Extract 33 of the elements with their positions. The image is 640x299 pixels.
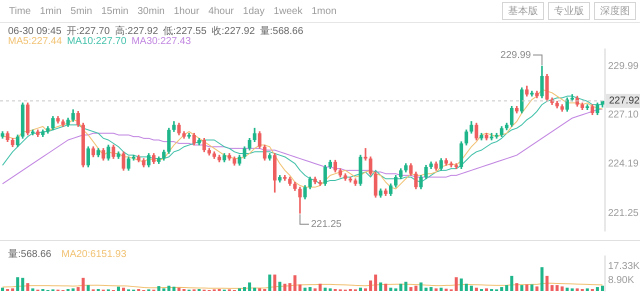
text: 06-30 09:45 bbox=[8, 26, 62, 37]
text: 基本版 bbox=[502, 2, 544, 20]
y-tick-label: 221.25 bbox=[608, 208, 640, 220]
text: 高:227.92 bbox=[114, 26, 158, 37]
text: MA10:227.70 bbox=[66, 36, 126, 47]
text: MA5:227.44 bbox=[8, 36, 62, 47]
text: 1mon bbox=[311, 6, 336, 16]
text: 低:227.55 bbox=[163, 26, 207, 37]
annotation: 量:568.66 bbox=[8, 249, 52, 260]
text: 收:227.92 bbox=[212, 26, 255, 37]
annotation: 221.25 bbox=[310, 219, 342, 230]
text: 4hour bbox=[208, 6, 234, 16]
text: 量:568.66 bbox=[260, 26, 304, 37]
text: 1hour bbox=[174, 6, 200, 16]
text: 5min bbox=[70, 6, 92, 16]
y-tick-label: 8.90K bbox=[608, 275, 634, 286]
y-tick-label: 17.33K bbox=[608, 261, 640, 272]
y-tick-label: 229.99 bbox=[608, 60, 640, 72]
text: Time bbox=[9, 6, 31, 16]
text: 15min bbox=[101, 6, 128, 16]
text: MA30:227.43 bbox=[131, 36, 191, 47]
text: 深度图 bbox=[594, 2, 636, 20]
text: MA20:6151.93 bbox=[61, 249, 126, 260]
y-tick-label: 224.19 bbox=[608, 158, 640, 170]
text: 开:227.70 bbox=[66, 26, 110, 37]
text: 30min bbox=[137, 6, 165, 16]
text: 1day bbox=[242, 6, 265, 16]
y-tick-label: 227.10 bbox=[608, 109, 640, 120]
text: 专业版 bbox=[548, 2, 590, 20]
ref-line-label: 227.92 bbox=[609, 96, 640, 107]
annotation: 229.99 bbox=[500, 50, 532, 61]
text: 1min bbox=[40, 6, 62, 16]
text: 1week bbox=[274, 6, 302, 16]
